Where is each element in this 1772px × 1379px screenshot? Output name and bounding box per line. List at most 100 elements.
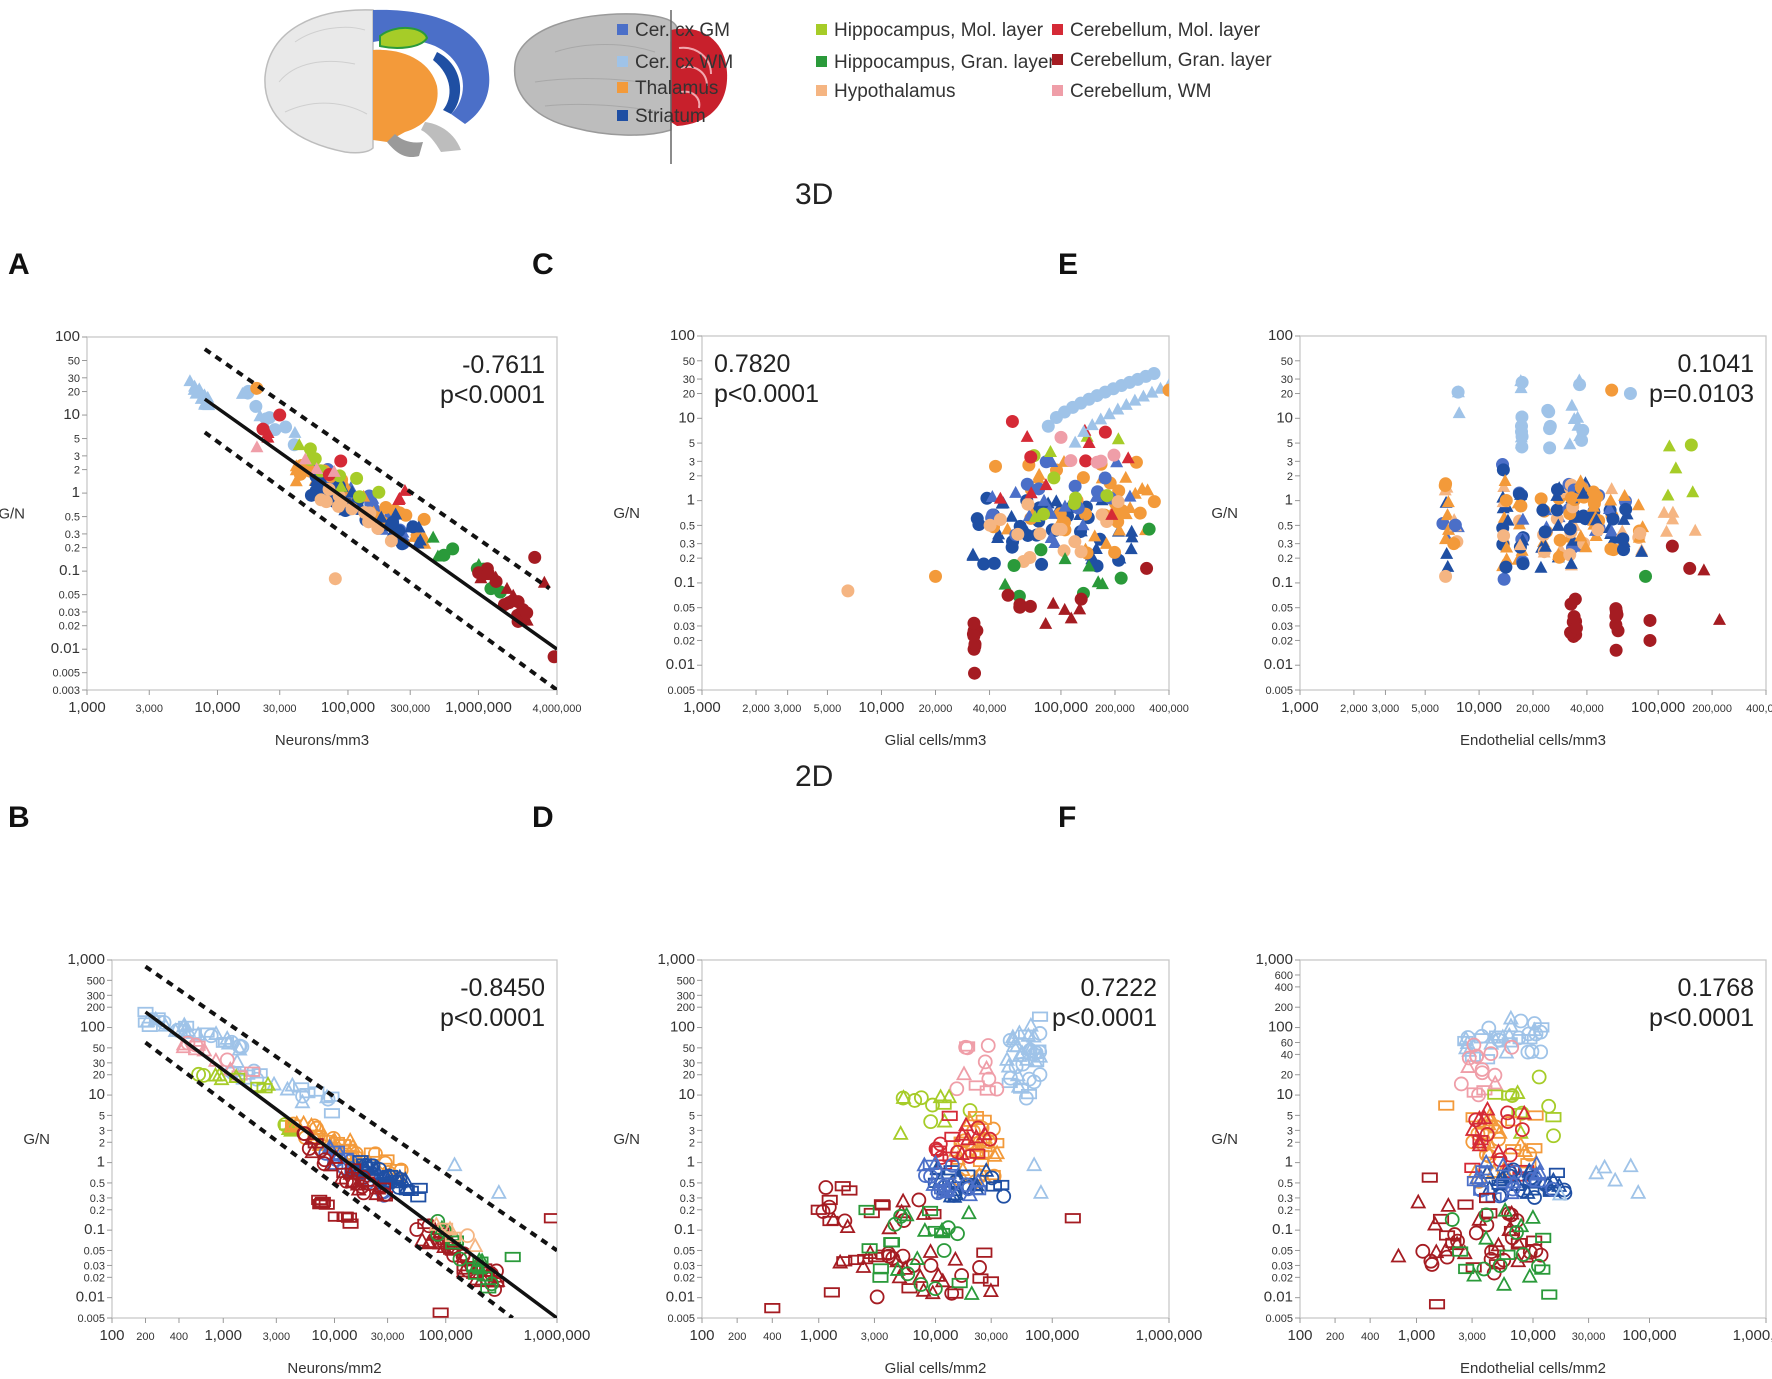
legend-item-cerebellum-gran: Cerebellum, Gran. layer [1052,50,1272,72]
data-point [1546,1128,1561,1144]
data-point [384,534,398,548]
data-point [1541,403,1555,417]
data-point [198,1027,215,1038]
x-tick-label: 400,000 [1746,703,1772,715]
data-point [881,1219,898,1235]
data-point [951,1277,968,1289]
y-tick-label: 0.5 [90,1178,105,1190]
y-tick-label: 5 [1287,1110,1293,1122]
p-value: p<0.0001 [440,1004,545,1032]
data-point [927,1281,943,1297]
data-point [1531,1258,1546,1274]
data-point [323,1108,341,1119]
data-point [996,1188,1012,1204]
data-point [1085,418,1099,431]
data-point [1481,1208,1498,1219]
data-point [972,518,986,532]
data-point [386,516,400,530]
y-tick-label: 3 [99,1125,105,1137]
panel-letter-d: D [532,801,554,834]
data-point [1515,410,1529,424]
x-tick-label: 20,000 [1516,703,1550,715]
legend-label: Striatum [635,106,706,127]
x-tick-label: 1,000 [800,1327,838,1344]
legend-swatch [816,85,827,96]
data-point [374,510,388,523]
data-point [1509,1176,1527,1191]
data-point [1516,557,1530,571]
data-point [1094,412,1108,425]
data-point [836,1256,853,1267]
y-tick-label: 5 [689,1110,695,1122]
legend-swatch [1052,24,1063,35]
data-point [219,1052,235,1068]
y-tick-label: 30 [683,1058,695,1070]
data-point [490,1184,507,1199]
data-point [279,420,293,434]
data-point [192,382,206,395]
y-tick-label: 20 [1281,389,1293,401]
data-point [1534,560,1548,573]
data-point [1054,522,1068,536]
data-point [947,1250,964,1266]
y-tick-label: 200 [677,1002,695,1014]
data-point [1483,1046,1499,1062]
data-point [1441,508,1455,521]
y-tick-label: 0.03 [674,621,695,633]
y-tick-label: 0.03 [59,607,80,619]
data-point [912,1268,929,1283]
data-point [1011,527,1025,541]
data-point [1487,1067,1503,1083]
data-point [1124,542,1138,555]
data-point [1490,1143,1507,1158]
data-point [1521,1162,1538,1177]
data-point [1619,502,1633,516]
x-tick-label: 100,000 [419,1327,473,1344]
correlation-coefficient: 0.7222 [1081,974,1157,1002]
data-point [342,1218,359,1229]
data-point [977,1054,993,1070]
x-axis-label: Neurons/mm3 [275,732,369,749]
data-point [1440,1197,1457,1212]
data-point [873,1199,890,1210]
data-point [175,1038,192,1054]
y-tick-label: 400 [1275,982,1293,994]
data-point [1524,1209,1541,1224]
confidence-band-line [144,964,557,1253]
data-point [1684,438,1698,452]
data-point [1444,1212,1460,1227]
data-point [855,1258,872,1273]
y-tick-label: 0.2 [65,543,80,555]
legend-label: Cerebellum, WM [1070,81,1212,102]
data-point [1497,529,1511,543]
data-point [1591,523,1605,537]
data-point [958,1116,975,1132]
coronal-brain-illustration [264,9,490,158]
x-tick-label: 10,000 [913,1327,959,1344]
y-tick-label: 2 [1287,471,1293,483]
data-point [368,1161,385,1176]
data-point [1077,424,1091,437]
x-tick-label: 10,000 [1456,699,1502,716]
data-point [178,1020,195,1032]
data-point [933,1221,951,1237]
data-point [1548,1167,1565,1179]
data-point [1091,575,1105,588]
data-point [250,1081,267,1093]
scatter-panel-e: 100 50 30 20 10 5 3 2 1 0.5 0.3 0.2 0.1 0.05 0.03 0.02 0… [1211,327,1772,749]
data-point [1033,527,1047,541]
data-point [317,1152,333,1168]
data-point [1027,1052,1044,1068]
y-tick-label: 0.3 [65,529,80,541]
data-point [1565,398,1579,411]
data-point [913,1090,929,1106]
data-point [1415,1243,1431,1259]
data-point [985,1121,1001,1137]
data-point [1660,524,1674,537]
y-tick-label: 0.05 [674,1245,695,1257]
data-point [1111,432,1125,445]
legend-item-hippocampus-mol: Hippocampus, Mol. layer [816,20,1043,42]
data-point [420,1234,437,1250]
p-value: p<0.0001 [714,380,819,408]
data-point [1575,433,1589,447]
